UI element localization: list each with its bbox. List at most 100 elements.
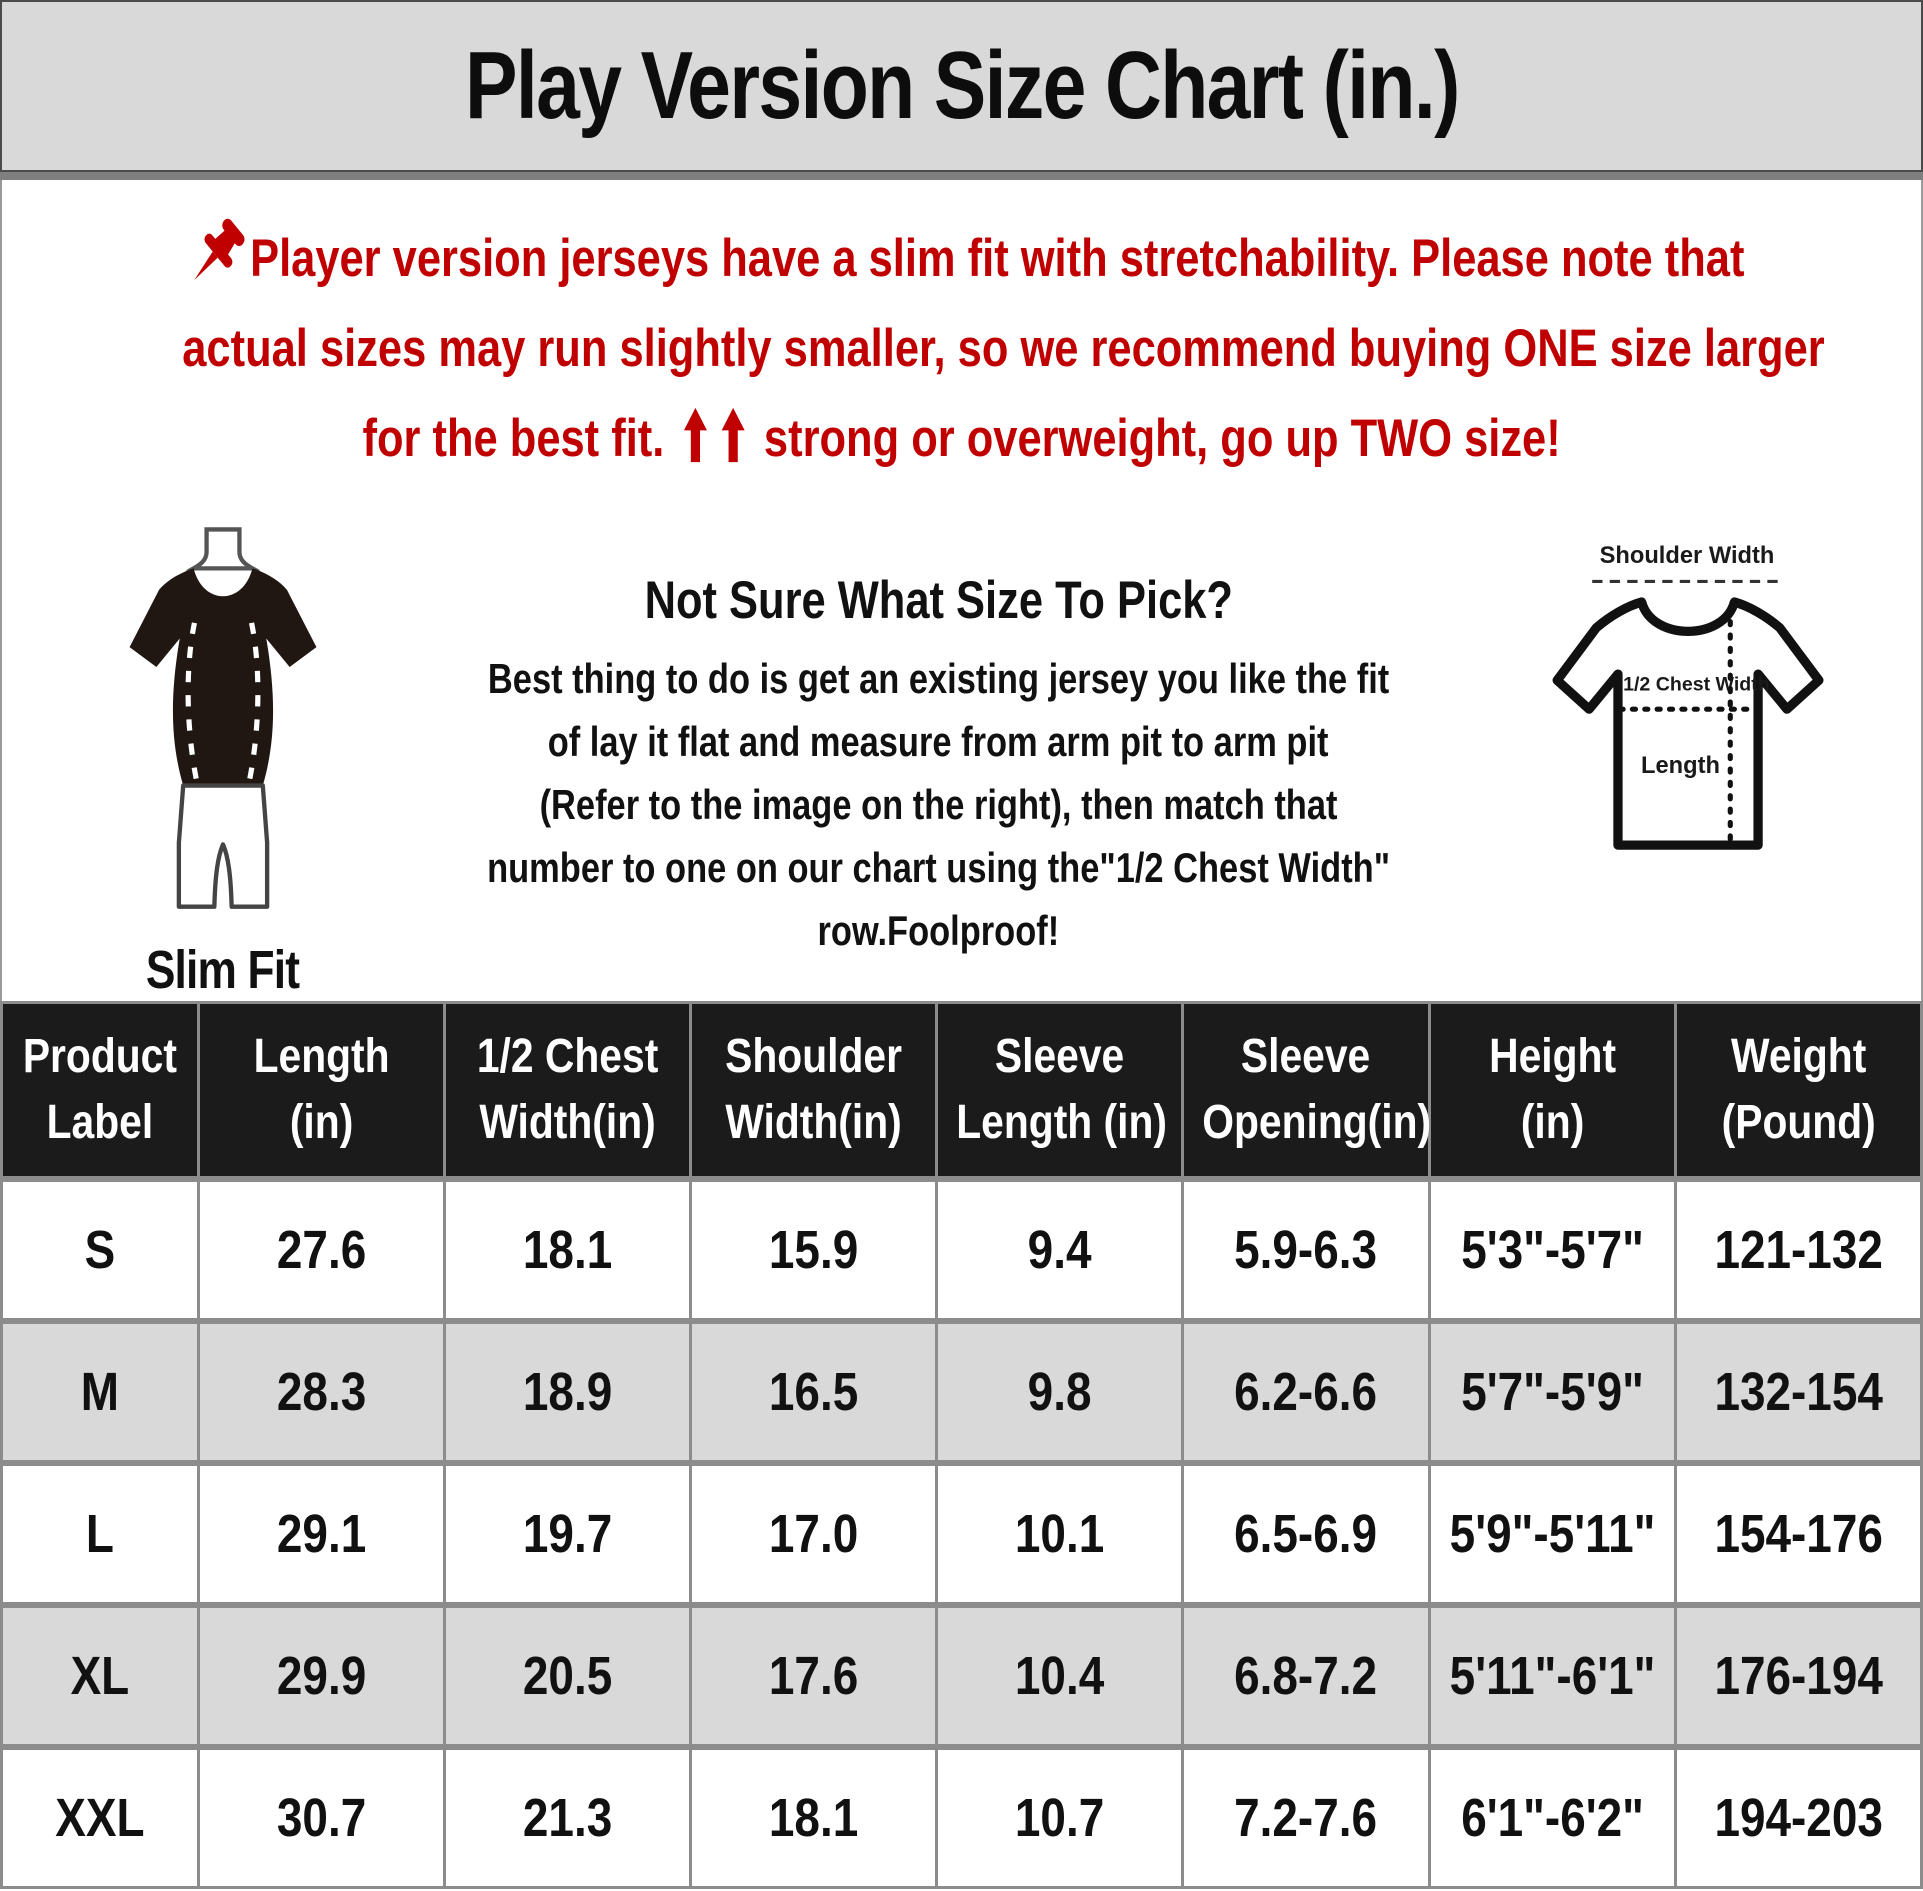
column-header-4: Sleeve Length (in) [935, 1001, 1185, 1181]
column-header-line: Width(in) [725, 1096, 902, 1149]
measurement-cell: 10.1 [935, 1460, 1185, 1607]
cell-value: 15.9 [768, 1220, 859, 1280]
shoulder-width-label: Shoulder Width [1600, 543, 1775, 569]
column-header-5: Sleeve Opening(in) [1181, 1001, 1432, 1181]
cell-value: 16.5 [768, 1362, 859, 1422]
cell-value: 29.9 [276, 1646, 367, 1706]
size-table-header: Product Label Length (in) 1/2 Chest Width(in)… [0, 1001, 1923, 1181]
measurement-cell: 18.1 [689, 1744, 939, 1889]
tshirt-measure-illustration: Shoulder Width 1/2 Chest Width Length [1552, 543, 1824, 850]
column-header-line: 1/2 Chest [476, 1030, 659, 1083]
measurement-cell: 10.7 [935, 1744, 1185, 1889]
half-chest-width-label: 1/2 Chest Width [1623, 674, 1770, 696]
size-label-cell: L [0, 1460, 200, 1607]
cell-value: 6.2-6.6 [1234, 1362, 1378, 1422]
size-help-text: of lay it flat and measure from arm pit … [548, 718, 1329, 765]
notice-text: strong or overweight, go up TWO size! [763, 409, 1561, 468]
cell-value: 17.6 [768, 1646, 859, 1706]
cell-value: 18.1 [522, 1220, 613, 1280]
measurement-cell: 21.3 [442, 1744, 693, 1889]
measurement-cell: 19.7 [442, 1460, 693, 1607]
slim-fit-figure: Slim Fit [58, 518, 388, 1001]
size-label-cell: XXL [0, 1744, 200, 1889]
measurement-cell: 121-132 [1673, 1176, 1923, 1323]
table-row-L: L 29.1 19.7 17.0 10.1 6.5-6.9 5'9"-5'11" 154-17… [0, 1460, 1923, 1607]
measurement-cell: 20.5 [442, 1602, 693, 1749]
cell-value: 6.8-7.2 [1234, 1646, 1378, 1706]
column-header-line: Label [46, 1096, 154, 1149]
measurement-cell: 6.5-6.9 [1181, 1460, 1431, 1607]
measurement-cell: 6.8-7.2 [1181, 1602, 1431, 1749]
measurement-cell: 7.2-7.6 [1181, 1744, 1431, 1889]
fit-notice: Player version jerseys have a slim fit w… [2, 180, 1921, 484]
measurement-cell: 5'11"-6'1" [1427, 1602, 1677, 1749]
cell-value: 5'3"-5'7" [1460, 1220, 1644, 1280]
column-header-line: Sleeve [995, 1030, 1125, 1083]
measurement-cell: 176-194 [1673, 1602, 1923, 1749]
cell-value: S [84, 1220, 116, 1280]
size-table-body: S 27.6 18.1 15.9 9.4 5.9-6.3 5'3"-5'7" 121-132 M… [0, 1176, 1923, 1889]
cell-value: 5'7"-5'9" [1460, 1362, 1644, 1422]
header-row: Product Label Length (in) 1/2 Chest Width(in)… [0, 1001, 1923, 1181]
notice-text: actual sizes may run slightly smaller, s… [182, 319, 1825, 378]
column-header-line: Opening(in) [1202, 1096, 1432, 1149]
cell-value: 5'11"-6'1" [1449, 1646, 1655, 1706]
measurement-cell: 6'1"-6'2" [1427, 1744, 1677, 1889]
column-header-0: Product Label [0, 1001, 200, 1181]
table-row-S: S 27.6 18.1 15.9 9.4 5.9-6.3 5'3"-5'7" 121-132 [0, 1176, 1923, 1323]
cell-value: XL [70, 1646, 130, 1706]
size-help-heading: Not Sure What Size To Pick? [388, 570, 1489, 631]
cell-value: 5.9-6.3 [1234, 1220, 1378, 1280]
column-header-3: Shoulder Width(in) [689, 1001, 939, 1181]
measurement-cell: 5'3"-5'7" [1427, 1176, 1677, 1323]
size-label-cell: XL [0, 1602, 200, 1749]
size-help-line: (Refer to the image on the right), then … [388, 773, 1489, 836]
divider [0, 172, 1923, 180]
measurement-cell: 15.9 [689, 1176, 939, 1323]
title-band: Play Version Size Chart (in.) [0, 0, 1923, 172]
cell-value: 132-154 [1714, 1362, 1883, 1422]
cell-value: 28.3 [276, 1362, 367, 1422]
column-header-line: (in) [289, 1096, 354, 1149]
cell-value: 10.4 [1015, 1646, 1105, 1706]
notice-line-1: Player version jerseys have a slim fit w… [2, 214, 1921, 304]
size-help-heading-text: Not Sure What Size To Pick? [644, 571, 1233, 630]
size-help-text: number to one on our chart using the"1/2… [487, 844, 1390, 891]
size-label-cell: M [0, 1318, 200, 1465]
cell-value: 5'9"-5'11" [1449, 1504, 1655, 1564]
measurement-cell: 5.9-6.3 [1181, 1176, 1431, 1323]
cell-value: 6.5-6.9 [1234, 1504, 1378, 1564]
measurement-cell: 29.9 [196, 1602, 446, 1749]
column-header-line: Height [1488, 1030, 1616, 1083]
measurement-cell: 18.1 [442, 1176, 693, 1323]
measurement-cell: 16.5 [689, 1318, 939, 1465]
column-header-line: (in) [1520, 1096, 1584, 1149]
column-header-line: Weight [1730, 1030, 1866, 1083]
column-header-7: Weight (Pound) [1673, 1001, 1923, 1181]
measurement-cell: 27.6 [196, 1176, 446, 1323]
cell-value: XXL [55, 1788, 145, 1848]
cell-value: 121-132 [1714, 1220, 1883, 1280]
measurement-cell: 28.3 [196, 1318, 446, 1465]
size-help-line: row.Foolproof! [388, 899, 1489, 962]
up-arrow-icon [676, 407, 714, 468]
slim-fit-illustration [129, 527, 317, 909]
table-row-M: M 28.3 18.9 16.5 9.8 6.2-6.6 5'7"-5'9" 132-154 [0, 1318, 1923, 1465]
cell-value: 176-194 [1714, 1646, 1883, 1706]
notice-line-2: actual sizes may run slightly smaller, s… [2, 304, 1921, 394]
cell-value: 27.6 [276, 1220, 367, 1280]
table-row-XL: XL 29.9 20.5 17.6 10.4 6.8-7.2 5'11"-6'1" 176-1… [0, 1602, 1923, 1749]
notice-text: for the best fit. [362, 409, 665, 468]
measurement-diagram: Shoulder Width 1/2 Chest Width Length [1489, 518, 1885, 1001]
cell-value: 194-203 [1714, 1788, 1883, 1848]
notice-text: Player version jerseys have a slim fit w… [250, 229, 1745, 288]
cell-value: 10.1 [1015, 1504, 1105, 1564]
measurement-cell: 132-154 [1673, 1318, 1923, 1465]
table-row-XXL: XXL 30.7 21.3 18.1 10.7 7.2-7.6 6'1"-6'2" 194-2… [0, 1744, 1923, 1889]
column-header-2: 1/2 Chest Width(in) [442, 1001, 693, 1181]
main-section: Player version jerseys have a slim fit w… [0, 180, 1923, 1001]
cell-value: 7.2-7.6 [1234, 1788, 1378, 1848]
measurement-cell: 30.7 [196, 1744, 446, 1889]
measurement-cell: 154-176 [1673, 1460, 1923, 1607]
